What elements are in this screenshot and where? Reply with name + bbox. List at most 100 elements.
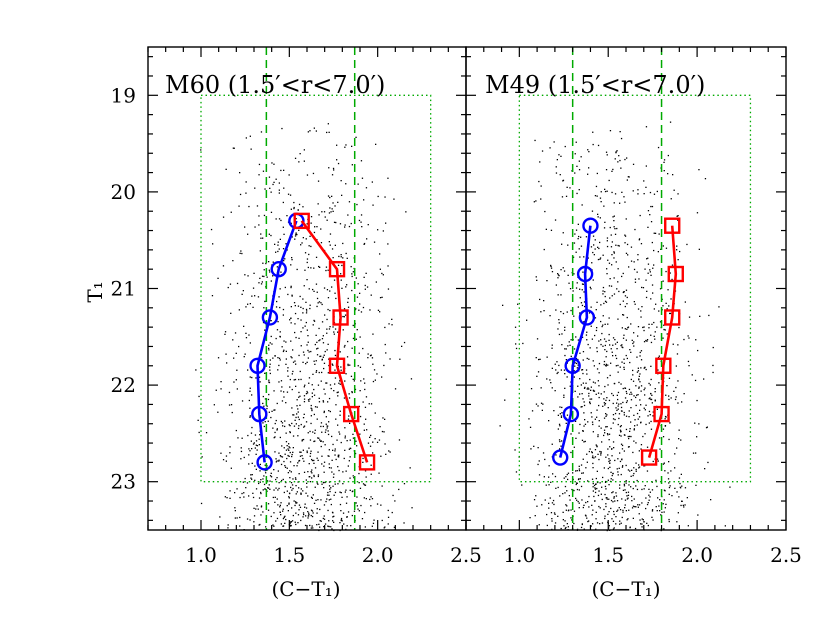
star-point [662, 337, 664, 339]
star-point [647, 263, 650, 265]
star-point [606, 154, 608, 156]
star-point [268, 261, 270, 263]
star-point [258, 444, 260, 446]
star-point [348, 460, 350, 462]
star-point [557, 274, 560, 276]
star-point [275, 478, 277, 481]
star-point [324, 481, 326, 484]
star-point [266, 480, 269, 482]
star-point [251, 295, 253, 297]
star-point [324, 216, 326, 218]
star-point [283, 169, 285, 171]
star-point [243, 456, 245, 459]
star-point [267, 420, 269, 422]
star-point [565, 476, 567, 478]
star-point [631, 500, 633, 502]
star-point [625, 415, 628, 417]
star-point [255, 468, 257, 470]
star-point [637, 418, 639, 420]
star-point [280, 169, 282, 172]
star-point [384, 326, 386, 329]
star-point [642, 435, 644, 438]
star-point [357, 508, 359, 510]
star-point [282, 308, 285, 311]
star-point [543, 248, 545, 251]
data-point [582, 217, 599, 234]
star-point [234, 510, 236, 512]
star-point [598, 490, 600, 492]
star-point [313, 290, 315, 292]
star-point [663, 511, 665, 513]
star-point [669, 312, 672, 315]
star-point [677, 402, 679, 404]
star-point [308, 382, 310, 384]
star-point [652, 292, 654, 294]
star-point [331, 195, 333, 197]
star-point [313, 475, 315, 478]
star-point [627, 497, 629, 499]
star-point [635, 485, 637, 487]
star-point [387, 516, 390, 518]
star-point [289, 431, 291, 433]
star-point [622, 314, 624, 316]
star-point [351, 490, 353, 493]
star-point [290, 521, 292, 523]
star-point [630, 246, 633, 248]
star-point [295, 218, 297, 220]
star-point [279, 436, 281, 439]
star-point [674, 398, 677, 401]
star-point [329, 490, 331, 493]
star-point [271, 162, 273, 164]
star-point [650, 205, 652, 208]
star-point [276, 266, 278, 268]
star-point [362, 461, 364, 463]
star-point [658, 310, 660, 312]
star-point [640, 350, 643, 352]
star-point [628, 509, 630, 511]
star-point [292, 370, 294, 373]
star-point [643, 389, 645, 391]
star-point [594, 239, 596, 241]
star-point [640, 316, 642, 318]
star-point [297, 408, 299, 410]
star-point [357, 283, 359, 285]
star-point [608, 439, 610, 441]
star-point [302, 417, 305, 419]
star-point [609, 459, 611, 462]
star-point [347, 306, 350, 308]
star-point [306, 261, 308, 264]
star-point [287, 448, 289, 450]
star-point [580, 485, 583, 488]
star-point [351, 273, 353, 275]
star-point [300, 492, 302, 494]
star-point [567, 510, 570, 512]
star-point [234, 507, 236, 509]
star-point [296, 491, 298, 493]
star-point [219, 516, 221, 518]
star-point [594, 334, 596, 337]
star-point [277, 504, 279, 506]
star-point [370, 354, 372, 356]
star-point [652, 415, 654, 417]
star-point [323, 388, 325, 390]
star-point [244, 353, 246, 355]
star-point [320, 440, 322, 442]
star-point [650, 398, 653, 401]
star-point [654, 331, 656, 333]
star-point [340, 273, 342, 275]
star-point [332, 476, 335, 478]
star-point [592, 455, 594, 457]
star-point [325, 269, 327, 272]
star-point [327, 401, 329, 403]
star-point [526, 319, 528, 321]
star-point [308, 400, 310, 402]
star-point [577, 223, 579, 225]
star-point [587, 421, 589, 423]
star-point [317, 499, 319, 501]
star-point [563, 394, 565, 396]
star-point [578, 169, 581, 171]
star-point [562, 511, 564, 513]
star-point [348, 415, 350, 417]
star-point [623, 334, 625, 336]
